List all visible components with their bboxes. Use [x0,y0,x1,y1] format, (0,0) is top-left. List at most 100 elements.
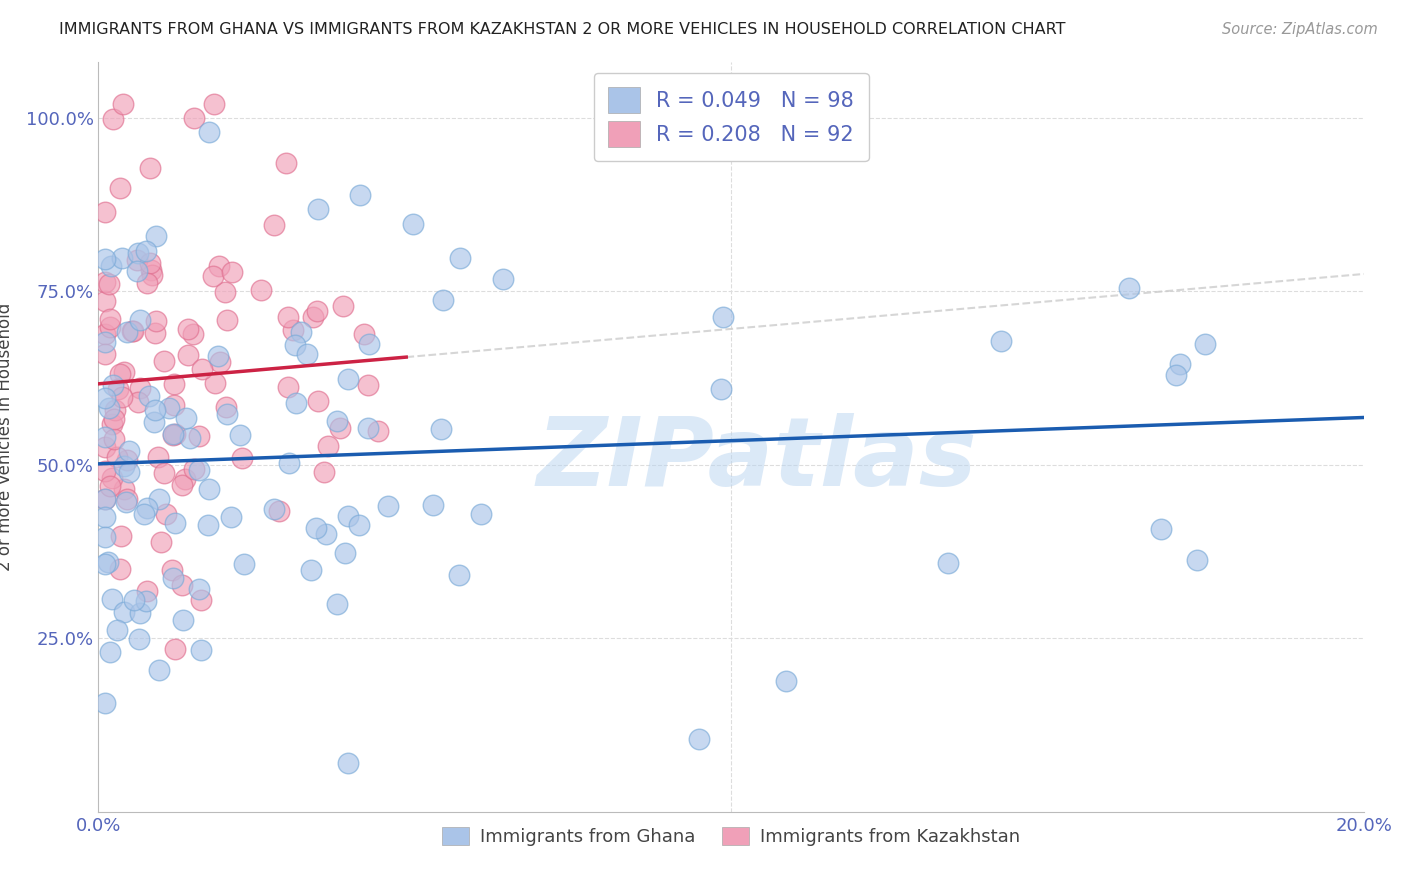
Point [163,426,186,441]
Point [93,204,117,219]
Point [135,500,157,515]
Point [112,97,135,112]
Point [146,450,169,464]
Point [305,521,328,535]
Point [163,398,186,412]
Point [432,293,454,307]
Point [1185,553,1208,567]
Point [93,510,117,524]
Point [204,376,226,390]
Point [135,244,157,258]
Point [155,508,177,522]
Point [263,502,285,516]
Point [93,391,117,405]
Point [710,382,733,396]
Point [98,645,121,659]
Point [138,256,160,270]
Point [157,401,180,416]
Point [135,276,157,290]
Point [198,125,221,139]
Point [347,518,370,533]
Point [336,756,359,771]
Point [402,217,425,231]
Point [111,251,134,265]
Point [110,367,132,381]
Point [1194,336,1216,351]
Point [316,439,339,453]
Point [359,337,381,351]
Point [190,643,212,657]
Point [115,491,138,506]
Point [492,272,515,286]
Point [93,464,117,478]
Point [217,313,239,327]
Point [284,396,307,410]
Point [103,378,125,392]
Point [110,562,132,576]
Point [93,326,117,341]
Text: ZIPatlas: ZIPatlas [536,413,977,506]
Point [110,529,132,543]
Point [214,285,236,300]
Point [103,112,125,127]
Point [114,494,136,508]
Point [277,380,299,394]
Point [190,593,212,607]
Point [357,377,380,392]
Point [93,293,117,308]
Point [165,516,187,530]
Point [115,326,138,340]
Point [125,252,148,267]
Point [148,663,170,677]
Point [315,527,337,541]
Point [711,310,734,325]
Point [114,365,136,379]
Point [263,218,285,232]
Point [118,466,141,480]
Point [307,394,329,409]
Point [153,353,176,368]
Point [1166,368,1188,383]
Point [187,429,209,443]
Point [353,327,375,342]
Point [93,441,117,455]
Point [93,557,117,571]
Point [105,450,128,464]
Point [936,556,959,570]
Point [198,482,221,496]
Point [305,303,328,318]
Point [117,444,139,458]
Point [97,277,120,291]
Point [197,518,219,533]
Point [207,349,229,363]
Point [101,471,124,485]
Point [138,161,160,175]
Point [284,338,307,352]
Point [136,584,159,599]
Text: Source: ZipAtlas.com: Source: ZipAtlas.com [1222,22,1378,37]
Point [143,326,166,341]
Point [128,606,150,620]
Point [160,563,183,577]
Point [1150,522,1173,536]
Point [112,459,135,474]
Point [93,530,117,544]
Point [115,453,138,467]
Point [326,597,349,611]
Point [149,534,172,549]
Point [127,394,149,409]
Point [191,361,214,376]
Y-axis label: 2 or more Vehicles in Household: 2 or more Vehicles in Household [0,303,14,571]
Point [145,229,167,244]
Point [141,268,163,282]
Point [430,421,453,435]
Point [143,402,166,417]
Point [187,582,209,596]
Point [128,632,150,647]
Point [139,263,162,277]
Point [98,320,121,334]
Point [187,463,209,477]
Point [153,466,176,480]
Point [232,557,254,571]
Point [121,324,143,338]
